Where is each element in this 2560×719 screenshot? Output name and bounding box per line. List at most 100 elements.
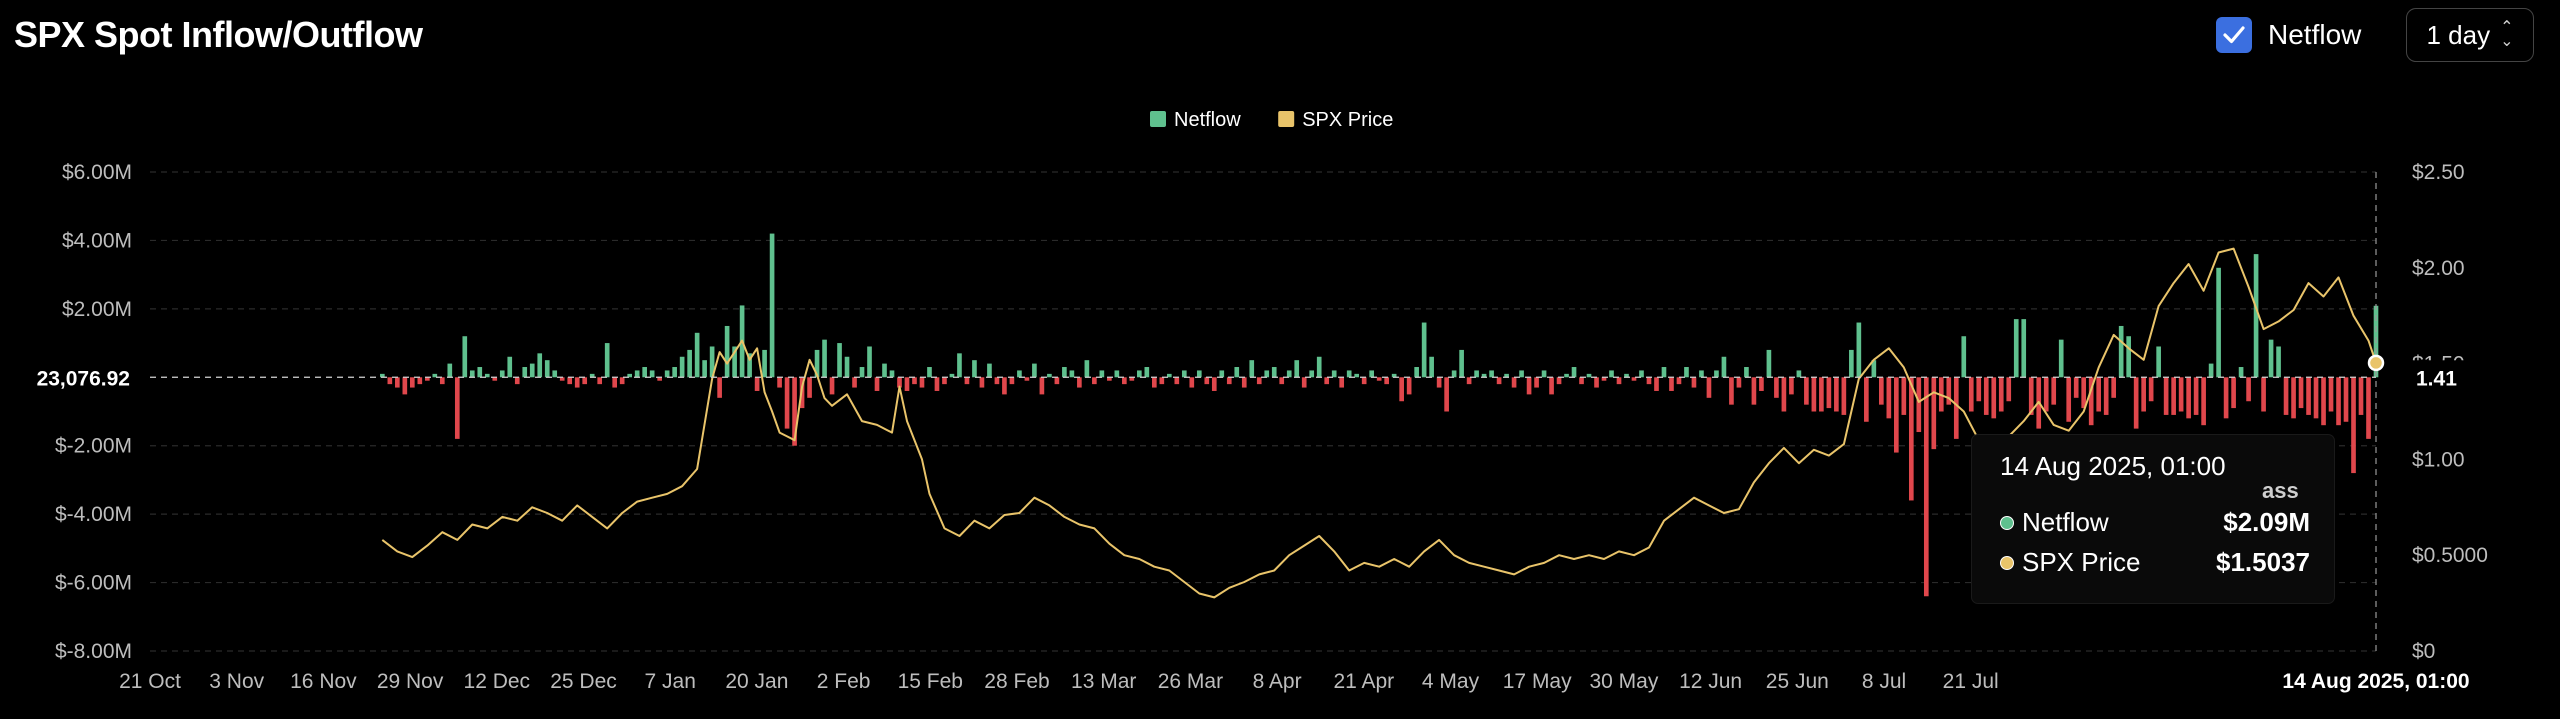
inflow-bar <box>1414 367 1419 378</box>
x-tick-label: 29 Nov <box>377 670 444 693</box>
y-right-tick-label: $0 <box>2412 640 2435 663</box>
netflow-checkbox[interactable] <box>2216 17 2252 53</box>
outflow-bar <box>1241 377 1247 388</box>
inflow-bar <box>732 346 737 378</box>
legend-swatch-icon <box>1278 111 1295 127</box>
inflow-bar <box>1451 370 1457 378</box>
inflow-bar <box>1294 360 1300 378</box>
outflow-bar <box>582 377 588 385</box>
x-tick-label: 25 Dec <box>550 670 617 693</box>
x-tick-label: 2 Feb <box>817 670 871 693</box>
outflow-bar <box>1526 377 1532 395</box>
outflow-bar <box>2261 377 2266 412</box>
outflow-bar <box>612 377 618 388</box>
outflow-bar <box>559 377 565 381</box>
outflow-bar <box>964 377 970 385</box>
outflow-bar <box>1549 377 1554 395</box>
outflow-bar <box>874 377 880 391</box>
outflow-bar <box>2358 377 2364 415</box>
inflow-bar <box>1699 370 1704 378</box>
legend-swatch-icon <box>1150 111 1166 127</box>
outflow-bar <box>2073 377 2079 398</box>
outflow-bar <box>1159 377 1165 385</box>
outflow-bar <box>2081 377 2087 409</box>
price-series-line <box>381 247 2377 599</box>
inflow-bar <box>1062 367 1067 378</box>
outflow-bar <box>1654 377 1659 391</box>
outflow-bar <box>1189 377 1195 388</box>
y-axis-left: $6.00M $4.00M $2.00M $-2.00M $-4.00M $-6.00M $… <box>55 161 132 663</box>
inflow-bar <box>1571 367 1577 378</box>
outflow-bar <box>1759 377 1764 391</box>
outflow-bar <box>2028 377 2034 415</box>
outflow-bar <box>1953 377 1959 439</box>
outflow-bar <box>919 377 925 388</box>
inflow-bar <box>1219 370 1225 378</box>
inflow-bar <box>1084 360 1090 378</box>
inflow-bar <box>1661 367 1667 378</box>
inflow-bar <box>2268 339 2274 378</box>
outflow-bar <box>1054 377 1060 385</box>
inflow-bar <box>1961 336 1967 378</box>
inflow-bar <box>1639 370 1644 378</box>
inflow-bar <box>822 339 827 378</box>
inflow-bar <box>1429 356 1434 378</box>
inflow-bar <box>1069 370 1075 378</box>
outflow-bar <box>1226 377 1232 385</box>
inflow-bar <box>529 363 535 378</box>
outflow-bar <box>1211 377 1217 391</box>
y-left-tick-label: $-4.00M <box>55 503 132 526</box>
outflow-bar <box>784 377 790 429</box>
crosshair-date-badge <box>2266 664 2496 698</box>
netflow-dot-icon <box>2000 515 2014 530</box>
inflow-bar <box>469 370 475 378</box>
inflow-bar <box>724 325 730 378</box>
inflow-bar <box>1489 370 1494 378</box>
inflow-bar <box>2156 346 2161 378</box>
inflow-bar <box>1166 373 1172 378</box>
inflow-bar <box>949 373 955 378</box>
y-right-tick-label: $2.00 <box>2412 257 2465 280</box>
x-tick-label: 15 Feb <box>898 670 963 693</box>
x-tick-label: 21 Jul <box>1943 670 1999 693</box>
y-axis-right: $2.50$2.00$1.50$1.00$0.5000$0 <box>2412 161 2488 663</box>
checkmark-icon <box>2223 26 2245 44</box>
outflow-bar <box>1931 377 1937 450</box>
inflow-bar <box>987 363 992 378</box>
inflow-bar <box>844 356 850 378</box>
inflow-bar <box>1421 322 1427 378</box>
inflow-bar <box>709 346 715 378</box>
outflow-bar <box>2148 377 2154 402</box>
outflow-bar <box>1384 377 1389 385</box>
x-tick-label: 21 Oct <box>119 670 181 693</box>
page-title: SPX Spot Inflow/Outflow <box>14 14 423 55</box>
inflow-bar <box>814 349 820 378</box>
outflow-bar <box>1361 377 1367 385</box>
outflow-bar <box>1819 377 1824 412</box>
inflow-bar <box>672 367 677 378</box>
inflow-bar <box>462 336 468 378</box>
outflow-bar <box>2193 377 2199 415</box>
outflow-bar <box>1976 377 1982 402</box>
outflow-bar <box>2178 377 2184 412</box>
inflow-bar <box>1114 370 1120 378</box>
inflow-bar <box>762 349 767 378</box>
crosshair-date-label: 14 Aug 2025, 01:00 <box>2282 670 2469 693</box>
inflow-bar <box>859 367 865 378</box>
x-tick-label: 3 Nov <box>209 670 264 693</box>
outflow-bar <box>994 377 1000 385</box>
outflow-bar <box>2201 377 2206 426</box>
y-left-tick-label: $6.00M <box>62 161 132 184</box>
x-tick-label: 8 Jul <box>1862 670 1906 693</box>
interval-select[interactable]: 1 day ⌃ ⌄ <box>2406 8 2534 62</box>
inflow-bar <box>522 367 528 378</box>
outflow-bar <box>2043 377 2049 412</box>
inflow-bar <box>2058 339 2064 378</box>
price-line <box>381 247 2377 599</box>
inflow-bar <box>642 367 647 378</box>
netflow-toggle[interactable]: Netflow <box>2216 17 2361 53</box>
outflow-bar <box>1256 377 1262 385</box>
y-left-tick-label: $4.00M <box>62 229 132 252</box>
inflow-bar <box>604 343 610 378</box>
